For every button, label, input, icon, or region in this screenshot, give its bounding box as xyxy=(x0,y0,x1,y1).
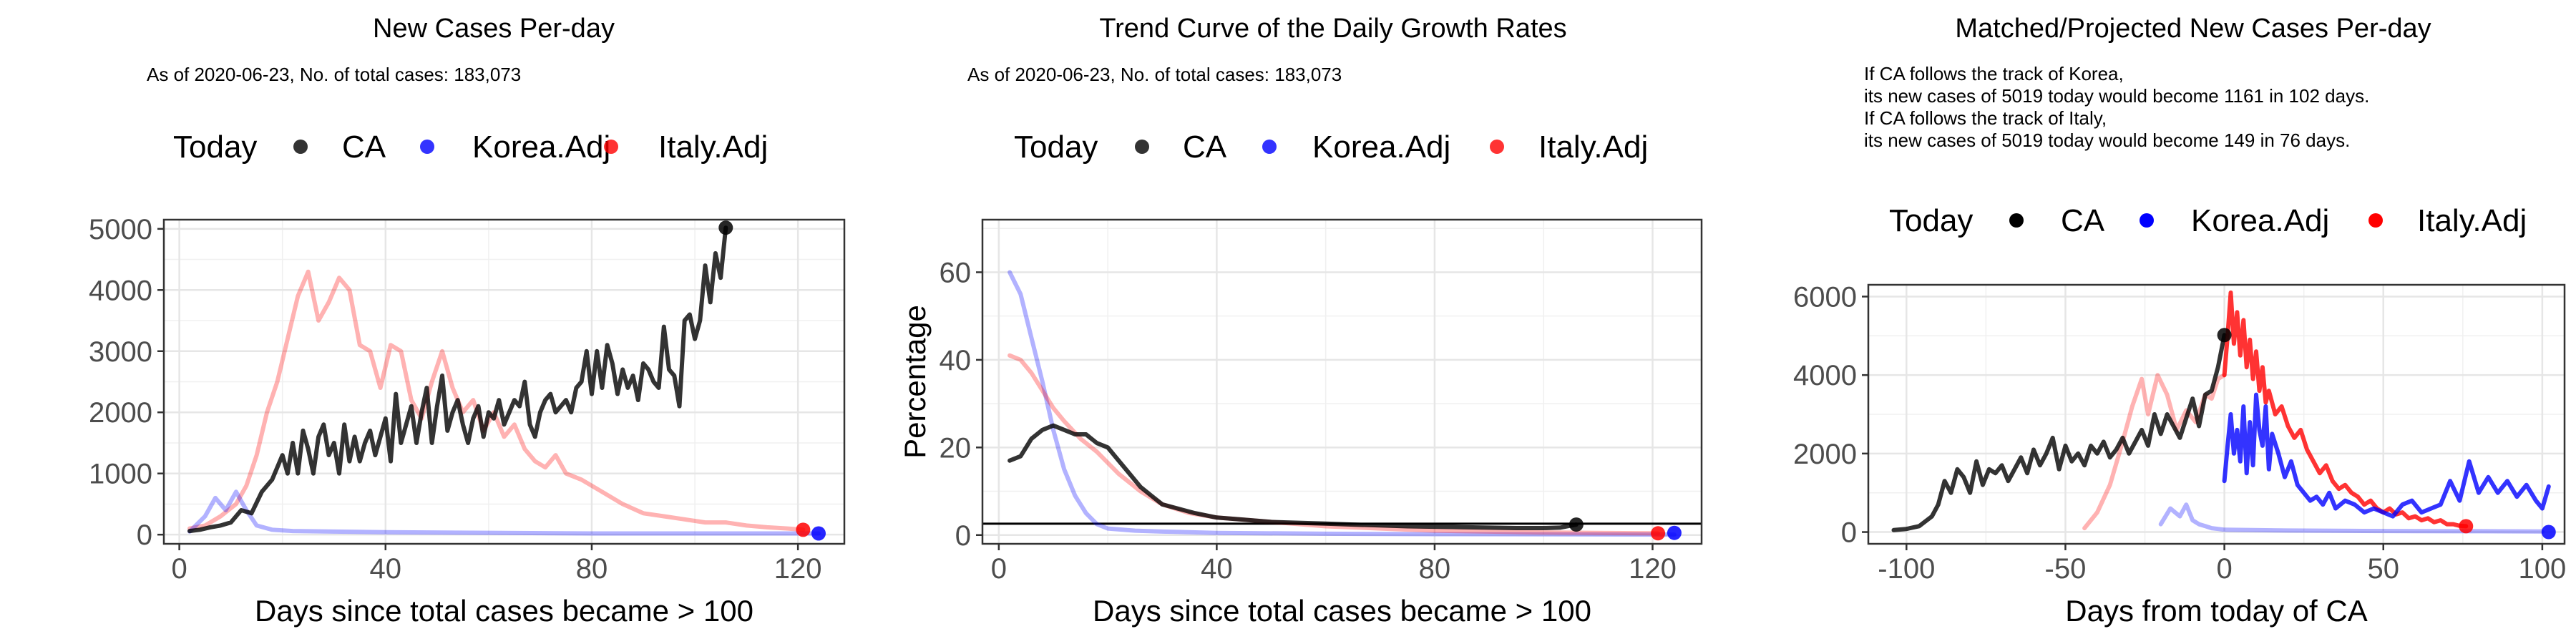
plot-border xyxy=(162,218,846,545)
today-point-korea-adj xyxy=(1667,525,1682,540)
legend: Today CA Korea.Adj Italy.Adj xyxy=(1014,130,1648,165)
chart-title: Matched/Projected New Cases Per-day xyxy=(1955,14,2431,44)
x-tick-label: 40 xyxy=(370,553,402,585)
chart-panel-1: New Cases Per-day As of 2020-06-23, No. o… xyxy=(89,14,846,628)
today-point-italy-adj xyxy=(1651,526,1666,541)
plot-border xyxy=(981,218,1703,545)
today-point-ca xyxy=(1568,517,1584,532)
annotation-line: If CA follows the track of Korea, xyxy=(1864,63,2124,84)
today-point-korea-adj xyxy=(811,526,826,541)
legend-dot-italy-adj xyxy=(1490,140,1504,154)
legend-label-ca: CA xyxy=(2061,203,2105,238)
chart-title: New Cases Per-day xyxy=(373,14,615,44)
y-tick-label: 0 xyxy=(1841,517,1857,549)
x-tick-label: 0 xyxy=(171,553,187,585)
annotation-line: If CA follows the track of Italy, xyxy=(1864,107,2107,129)
y-tick-label: 1000 xyxy=(89,459,152,490)
legend-label-ca: CA xyxy=(342,130,386,165)
x-axis-label: Days since total cases became > 100 xyxy=(1093,594,1591,628)
annotation-line: its new cases of 5019 today would become… xyxy=(1864,85,2369,107)
x-tick-label: 100 xyxy=(2519,553,2567,585)
x-tick-label: 80 xyxy=(576,553,608,585)
y-tick-label: 20 xyxy=(940,432,972,464)
series-line-italy-adj-past xyxy=(2082,373,2227,531)
annotation-line: its new cases of 5019 today would become… xyxy=(1864,130,2350,151)
today-point-italy-adj xyxy=(796,522,811,537)
x-tick-label: 0 xyxy=(2216,553,2232,585)
y-tick-label: 6000 xyxy=(1793,281,1857,313)
y-tick-label: 5000 xyxy=(89,214,152,245)
y-tick-label: 4000 xyxy=(89,275,152,306)
chart-panel-2: Trend Curve of the Daily Growth Rates As … xyxy=(898,14,1703,628)
y-tick-label: 0 xyxy=(137,519,152,551)
chart-subtitle: As of 2020-06-23, No. of total cases: 18… xyxy=(147,64,521,85)
today-point-italy-adj xyxy=(2459,519,2474,534)
legend-dot-korea-adj xyxy=(1262,140,1277,154)
series-line-korea-adj xyxy=(1008,270,1677,537)
legend-title: Today xyxy=(1014,130,1098,165)
today-point-ca xyxy=(2217,328,2232,343)
y-tick-label: 60 xyxy=(940,257,972,288)
y-axis-label: Percentage xyxy=(898,305,932,459)
legend-dot-italy-adj xyxy=(604,140,618,154)
legend-dot-ca xyxy=(1135,140,1149,154)
legend-label-ca: CA xyxy=(1183,130,1227,165)
legend: Today CA Korea.Adj Italy.Adj xyxy=(173,130,768,165)
today-point-korea-adj xyxy=(2541,525,2556,540)
legend-title: Today xyxy=(1889,203,1973,238)
legend: Today CA Korea.Adj Italy.Adj xyxy=(1889,203,2527,238)
x-axis-label: Days from today of CA xyxy=(2065,594,2367,628)
x-tick-label: 50 xyxy=(2368,553,2400,585)
y-tick-label: 2000 xyxy=(1793,439,1857,470)
legend-dot-italy-adj xyxy=(2368,213,2383,228)
chart-subtitle: As of 2020-06-23, No. of total cases: 18… xyxy=(967,64,1342,85)
chart-panel-3: Matched/Projected New Cases Per-day If CA… xyxy=(1793,14,2566,628)
legend-label-korea-adj: Korea.Adj xyxy=(472,130,610,165)
legend-label-italy-adj: Italy.Adj xyxy=(1538,130,1648,165)
legend-label-korea-adj: Korea.Adj xyxy=(2191,203,2329,238)
x-axis-label: Days since total cases became > 100 xyxy=(255,594,753,628)
series-line-korea-adj xyxy=(187,489,821,536)
series-line-ca xyxy=(1891,333,2227,532)
legend-dot-korea-adj xyxy=(420,140,434,154)
legend-dot-ca xyxy=(2009,213,2024,228)
series-line-ca xyxy=(1008,423,1579,530)
x-tick-label: 40 xyxy=(1201,553,1233,585)
legend-label-korea-adj: Korea.Adj xyxy=(1312,130,1450,165)
today-point-ca xyxy=(718,220,733,235)
legend-dot-korea-adj xyxy=(2140,213,2154,228)
legend-dot-ca xyxy=(293,140,308,154)
x-tick-label: -50 xyxy=(2045,553,2087,585)
x-tick-label: 0 xyxy=(991,553,1007,585)
series-line-korea-adj-past xyxy=(2158,502,2545,534)
plot-area xyxy=(982,220,1702,544)
x-tick-label: -100 xyxy=(1878,553,1935,585)
x-tick-label: 120 xyxy=(1629,553,1677,585)
legend-label-italy-adj: Italy.Adj xyxy=(658,130,768,165)
legend-title: Today xyxy=(173,130,257,165)
series-line-korea-adj-projected xyxy=(2222,392,2551,519)
series-line-ca xyxy=(187,225,728,534)
series-line-italy-adj xyxy=(187,269,806,532)
y-tick-label: 0 xyxy=(955,520,971,552)
y-tick-label: 3000 xyxy=(89,336,152,368)
chart-title: Trend Curve of the Daily Growth Rates xyxy=(1099,14,1566,44)
x-tick-label: 120 xyxy=(774,553,822,585)
x-tick-label: 80 xyxy=(1419,553,1451,585)
series-line-italy-adj-projected xyxy=(2222,291,2469,529)
plot-border xyxy=(1867,283,2566,545)
legend-label-italy-adj: Italy.Adj xyxy=(2417,203,2527,238)
y-tick-label: 2000 xyxy=(89,397,152,429)
y-tick-label: 40 xyxy=(940,345,972,376)
y-tick-label: 4000 xyxy=(1793,360,1857,391)
